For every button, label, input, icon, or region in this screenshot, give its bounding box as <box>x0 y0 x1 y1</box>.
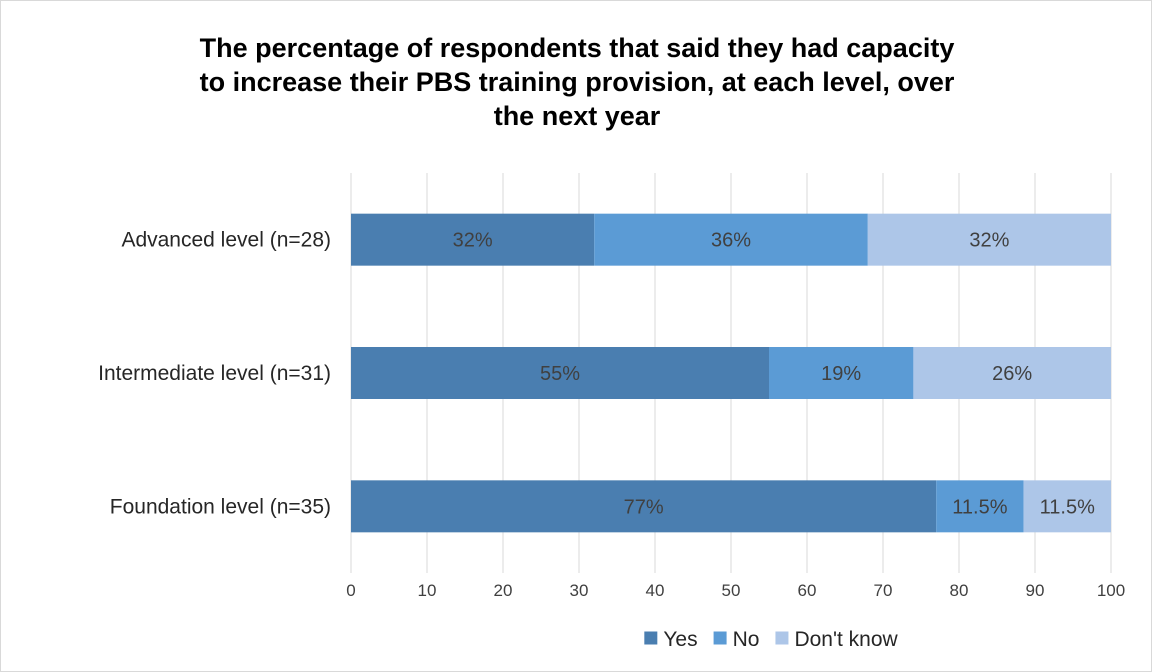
x-tick-label: 10 <box>418 581 437 600</box>
bar-segment <box>594 213 868 266</box>
legend-label: Yes <box>663 628 697 651</box>
data-label: 11.5% <box>1040 496 1095 518</box>
bar-segment <box>867 213 1111 266</box>
data-label: 11.5% <box>952 496 1007 518</box>
legend-swatch <box>775 631 789 645</box>
x-tick-label: 60 <box>798 581 817 600</box>
category-label: Intermediate level (n=31) <box>98 362 331 385</box>
x-tick-label: 30 <box>570 581 589 600</box>
bars: 32% 36% 32% 55% 19% 26% 77% 11.5% 11.5% <box>351 213 1111 533</box>
data-label: 55% <box>540 363 580 385</box>
category-label: Foundation level (n=35) <box>110 495 331 518</box>
chart-title-line-3: the next year <box>493 101 661 131</box>
data-label: 19% <box>821 363 861 385</box>
data-label: 26% <box>992 363 1032 385</box>
category-labels: Advanced level (n=28) Intermediate level … <box>98 229 331 519</box>
bar-segment <box>1023 480 1111 533</box>
x-tick-label: 40 <box>646 581 665 600</box>
bar-segment <box>769 347 914 399</box>
x-tick-label: 100 <box>1097 581 1125 600</box>
x-tick-label: 80 <box>950 581 969 600</box>
bar-segment <box>351 347 769 399</box>
bar-segment <box>351 480 937 533</box>
legend-label: Don't know <box>794 628 898 651</box>
chart-title: The percentage of respondents that said … <box>77 31 1077 133</box>
chart-title-line-2: to increase their PBS training provision… <box>199 67 955 97</box>
legend-swatch <box>644 631 658 645</box>
data-label: 32% <box>453 230 493 252</box>
category-label: Advanced level (n=28) <box>121 229 331 252</box>
x-tick-label: 90 <box>1026 581 1045 600</box>
x-tick-label: 70 <box>874 581 893 600</box>
legend-label: No <box>733 628 760 651</box>
data-label: 36% <box>711 230 751 252</box>
chart-title-line-1: The percentage of respondents that said … <box>199 33 955 63</box>
bar-segment <box>351 213 595 266</box>
data-label: 77% <box>624 496 664 518</box>
x-tick-label: 0 <box>346 581 355 600</box>
x-tick-label: 20 <box>494 581 513 600</box>
bar-segment <box>936 480 1024 533</box>
x-tick-label: 50 <box>722 581 741 600</box>
legend-swatch <box>713 631 727 645</box>
legend: Yes No Don't know <box>644 628 899 651</box>
bar-segment <box>913 347 1111 399</box>
data-label: 32% <box>969 230 1009 252</box>
x-axis-tick-labels: 0 10 20 30 40 50 60 70 80 90 100 <box>346 581 1125 600</box>
